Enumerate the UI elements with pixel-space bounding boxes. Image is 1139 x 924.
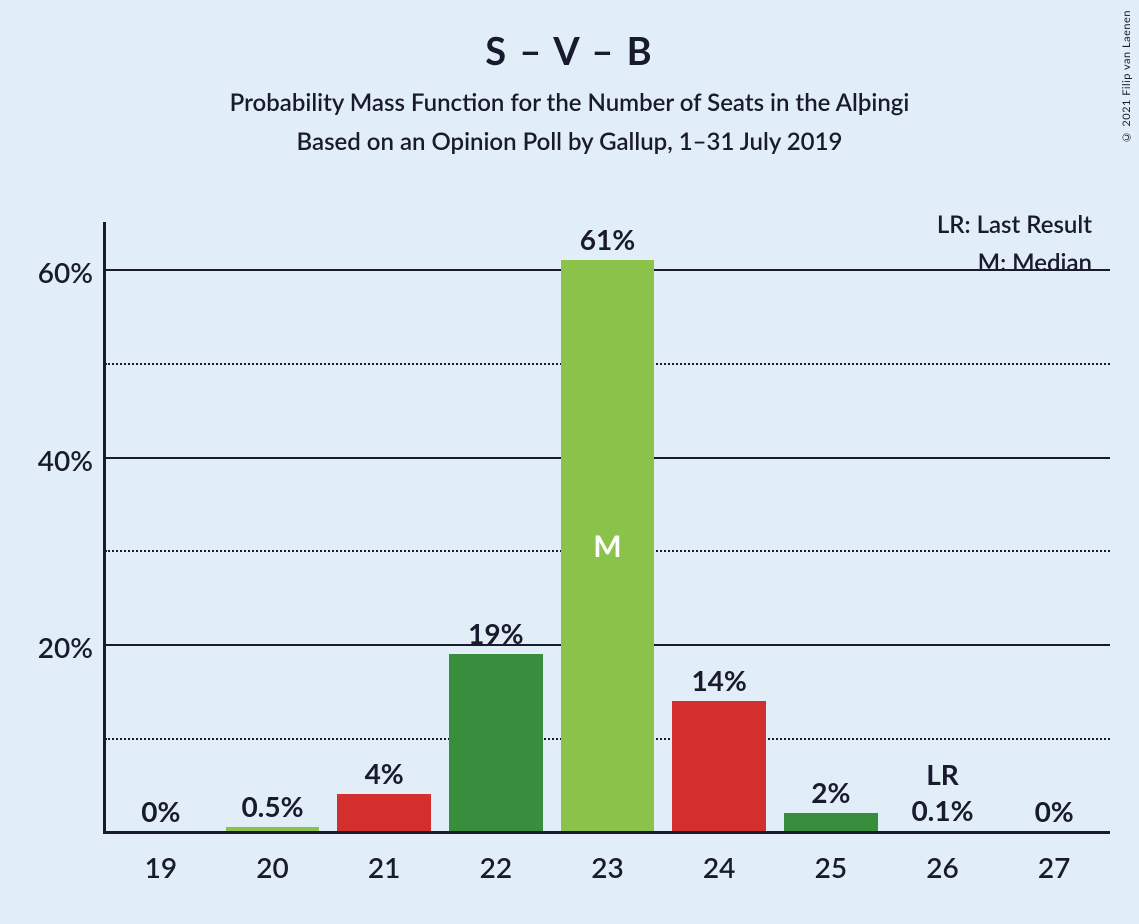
bar-slot: 4%21 xyxy=(328,222,440,832)
bar-slot: 0%27 xyxy=(998,222,1110,832)
chart-subtitle-2: Based on an Opinion Poll by Gallup, 1–31… xyxy=(0,127,1139,156)
title-block: S – V – B Probability Mass Function for … xyxy=(0,28,1139,166)
bars-container: 0%190.5%204%2119%22M61%2314%242%250.1%LR… xyxy=(105,222,1110,832)
x-tick-label: 22 xyxy=(480,832,512,884)
x-tick-label: 26 xyxy=(926,832,958,884)
bar-slot: 14%24 xyxy=(663,222,775,832)
bar-value-label: 61% xyxy=(580,222,635,256)
y-tick-label: 20% xyxy=(38,630,105,664)
chart-root: © 2021 Filip van Laenen S – V – B Probab… xyxy=(0,0,1139,924)
x-tick-label: 21 xyxy=(368,832,400,884)
bar-value-label: 0.5% xyxy=(241,789,303,823)
bar-slot: M61%23 xyxy=(552,222,664,832)
bar-value-label: 19% xyxy=(468,616,523,650)
bar-value-label: 0% xyxy=(141,794,180,828)
bar xyxy=(337,794,431,832)
bar xyxy=(784,813,878,832)
bar xyxy=(672,701,766,832)
bar-value-label: 0.1% xyxy=(911,793,973,827)
chart-title: S – V – B xyxy=(0,28,1139,74)
bar-slot: 2%25 xyxy=(775,222,887,832)
bar-value-label: 0% xyxy=(1035,794,1074,828)
bar-value-label: 2% xyxy=(811,775,850,809)
chart-subtitle-1: Probability Mass Function for the Number… xyxy=(0,88,1139,117)
y-tick-label: 40% xyxy=(38,443,105,477)
bar xyxy=(449,654,543,832)
x-tick-label: 24 xyxy=(703,832,735,884)
x-tick-label: 20 xyxy=(256,832,288,884)
x-tick-label: 19 xyxy=(145,832,177,884)
plot-area: 20%40%60% 0%190.5%204%2119%22M61%2314%24… xyxy=(105,222,1110,832)
bar-slot: 19%22 xyxy=(440,222,552,832)
bar-value-label: 4% xyxy=(365,756,404,790)
x-tick-label: 25 xyxy=(815,832,847,884)
bar-slot: 0%19 xyxy=(105,222,217,832)
median-mark: M xyxy=(593,528,621,564)
y-tick-label: 60% xyxy=(38,255,105,289)
x-axis-line xyxy=(103,831,1110,834)
y-axis-line xyxy=(103,222,106,834)
last-result-mark: LR xyxy=(926,757,959,791)
x-tick-label: 23 xyxy=(591,832,623,884)
bar-slot: 0.1%LR26 xyxy=(887,222,999,832)
x-tick-label: 27 xyxy=(1038,832,1070,884)
bar-value-label: 14% xyxy=(691,663,746,697)
bar: M xyxy=(561,260,655,832)
bar-slot: 0.5%20 xyxy=(217,222,329,832)
